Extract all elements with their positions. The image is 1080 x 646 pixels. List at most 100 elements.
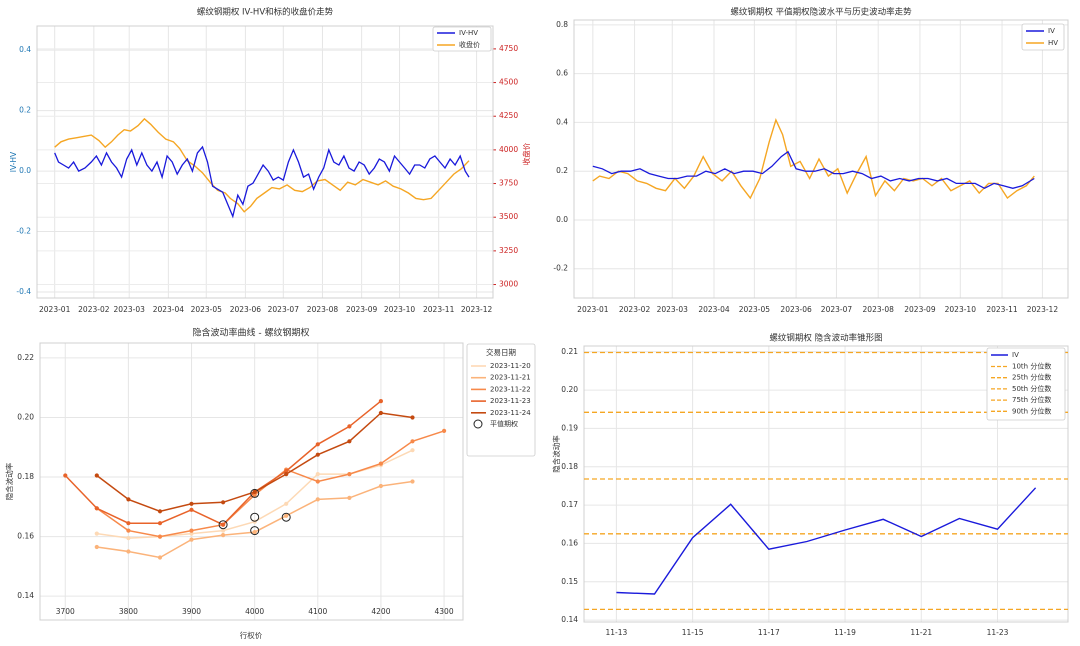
- atm-marker: [218, 520, 228, 530]
- legend-label-iv-hv: IV-HV: [459, 29, 478, 37]
- smile-point: [189, 528, 194, 533]
- chart-title: 隐含波动率曲线 - 螺纹钢期权: [193, 327, 310, 339]
- y-tick-label: 0.14: [17, 591, 34, 600]
- smile-point: [157, 534, 163, 539]
- legend-atm-swatch: [473, 419, 483, 429]
- legend-label-iv: IV: [1048, 27, 1055, 35]
- series-line-iv: [592, 150, 1035, 190]
- x-tick-label: 3800: [119, 607, 138, 616]
- smile-point: [189, 531, 194, 536]
- smile-point: [315, 472, 320, 477]
- legend-label: 2023-11-21: [490, 374, 531, 382]
- x-tick-label: 4000: [245, 607, 264, 616]
- x-tick-label: 2023-04: [153, 305, 185, 314]
- legend-box: [466, 343, 536, 457]
- y-axis-label: 隐含波动率: [551, 435, 561, 473]
- legend: IV 10th 分位数 25th 分位数 50th 分位数 75th 分位数 90th 分…: [986, 347, 1066, 421]
- plot-frame: [39, 342, 464, 621]
- x-tick-label: 2023-05: [191, 305, 223, 314]
- y-right-tick-label: 3250: [499, 246, 518, 255]
- smile-point: [378, 483, 383, 489]
- x-tick-label: 2023-09: [904, 305, 936, 314]
- x-tick-label: 11-23: [987, 628, 1009, 637]
- smile-point: [284, 472, 289, 477]
- atm-marker: [250, 526, 260, 536]
- smile-point: [94, 473, 99, 478]
- x-tick-label: 11-13: [605, 628, 627, 637]
- chart-iv-hv-atm: 2023-01 2023-02 2023-03 2023-04 2023-05 2023-…: [553, 7, 1069, 314]
- x-tick-label: 2023-09: [346, 305, 378, 314]
- x-tick-label: 2023-12: [461, 305, 493, 314]
- y-left-tick-label: 0.4: [19, 45, 31, 54]
- plot-frame: [573, 19, 1069, 299]
- x-tick-label: 2023-06: [780, 305, 812, 314]
- x-tick-label: 2023-01: [39, 305, 71, 314]
- legend-label-percentile: 90th 分位数: [1012, 406, 1051, 415]
- smile-point: [126, 536, 131, 541]
- smile-point: [94, 531, 99, 536]
- smile-point: [157, 555, 163, 560]
- x-tick-label: 2023-03: [657, 305, 689, 314]
- smile-point: [126, 497, 131, 502]
- smile-point: [347, 495, 352, 500]
- x-tick-label: 2023-05: [739, 305, 771, 314]
- y-tick-label: 0.20: [561, 385, 578, 394]
- plot-frame: [36, 25, 494, 299]
- smile-point: [252, 530, 257, 535]
- smile-point: [221, 500, 226, 505]
- series-line-close: [54, 117, 470, 213]
- atm-marker: [250, 488, 260, 498]
- x-tick-label: 3900: [182, 607, 201, 616]
- x-tick-label: 11-17: [758, 628, 780, 637]
- y-tick-label: 0.2: [556, 166, 568, 175]
- smile-point: [126, 521, 131, 526]
- legend: IV-HV 收盘价: [432, 26, 492, 52]
- smile-point: [189, 507, 194, 512]
- x-tick-label: 3700: [56, 607, 75, 616]
- smile-point: [378, 461, 383, 466]
- smile-point: [252, 519, 257, 524]
- y-tick-label: 0.14: [561, 615, 578, 624]
- smile-point: [347, 439, 352, 444]
- smile-point: [315, 452, 320, 457]
- smile-point: [126, 528, 131, 533]
- y-tick-label: 0.20: [17, 412, 34, 421]
- legend-label-atm: 平值期权: [490, 419, 518, 428]
- x-tick-label: 2023-02: [619, 305, 651, 314]
- y-tick-label: 0.6: [556, 69, 568, 78]
- smile-point: [378, 399, 383, 404]
- series-line-iv: [616, 487, 1037, 595]
- legend: IV HV: [1021, 23, 1065, 51]
- plot-frame: [583, 345, 1069, 623]
- y-tick-label: 0.18: [561, 462, 578, 471]
- y-axis-label: 隐含波动率: [4, 462, 14, 500]
- x-tick-label: 11-15: [682, 628, 704, 637]
- smile-point: [221, 533, 226, 538]
- x-tick-label: 2023-10: [945, 305, 977, 314]
- x-tick-label: 2023-01: [577, 305, 609, 314]
- y-right-tick-label: 4000: [499, 145, 518, 154]
- legend-label: 2023-11-24: [490, 409, 531, 417]
- chart-title: 螺纹钢期权 隐含波动率锥形图: [769, 333, 882, 344]
- y-right-tick-label: 3750: [499, 179, 518, 188]
- y-tick-label: -0.2: [553, 264, 568, 273]
- y-right-axis-label: 收盘价: [521, 142, 531, 165]
- smile-point: [189, 537, 194, 542]
- y-left-axis-label: IV-HV: [9, 151, 18, 172]
- smile-point: [284, 469, 289, 474]
- y-left-tick-label: 0.0: [19, 166, 31, 175]
- legend-label-iv: IV: [1012, 351, 1019, 359]
- chart-title: 螺纹钢期权 平值期权隐波水平与历史波动率走势: [730, 7, 912, 18]
- x-tick-label: 2023-08: [863, 305, 895, 314]
- x-tick-label: 2023-07: [821, 305, 853, 314]
- smile-point: [63, 473, 68, 478]
- smile-point: [347, 424, 352, 429]
- smile-point: [410, 448, 415, 453]
- legend-label: 2023-11-20: [490, 362, 531, 370]
- y-right-tick-label: 3500: [499, 212, 518, 221]
- smile-point: [442, 428, 447, 433]
- x-tick-label: 2023-03: [114, 305, 146, 314]
- y-tick-label: 0.17: [561, 500, 578, 509]
- y-right-tick-label: 4750: [499, 44, 518, 53]
